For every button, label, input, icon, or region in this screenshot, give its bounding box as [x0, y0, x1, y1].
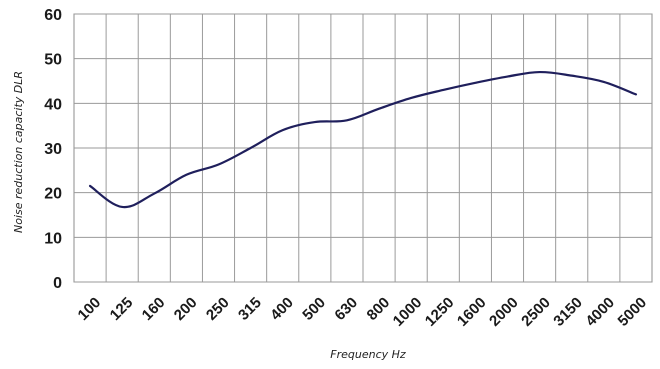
x-tick-label: 1000	[390, 294, 426, 330]
y-tick-label: 30	[44, 141, 62, 158]
y-tick-label: 0	[53, 275, 62, 292]
x-tick-label: 315	[235, 294, 265, 324]
grid	[73, 13, 653, 283]
y-tick-label: 10	[44, 230, 62, 247]
x-tick-label: 160	[139, 294, 169, 324]
x-tick-label: 250	[203, 294, 233, 324]
x-tick-label: 100	[75, 294, 105, 324]
x-tick-label: 200	[171, 294, 201, 324]
y-tick-label: 20	[44, 186, 62, 203]
x-tick-label: 5000	[615, 294, 651, 330]
x-tick-label: 3150	[550, 294, 586, 330]
y-tick-label: 60	[44, 7, 62, 24]
series-layer	[88, 70, 638, 209]
y-axis-title: Noise reduction capacity DLR	[12, 71, 25, 233]
y-tick-label: 40	[44, 96, 62, 113]
y-tick-label: 50	[44, 52, 62, 69]
x-tick-label: 630	[331, 294, 361, 324]
y-axis-ticks: 0 10 20 30 40 50 60	[44, 7, 62, 292]
x-tick-label: 400	[267, 294, 297, 324]
x-tick-label: 1250	[422, 294, 458, 330]
x-axis-title: Frequency Hz	[330, 348, 406, 361]
x-tick-label: 800	[364, 294, 394, 324]
x-tick-label: 4000	[582, 294, 618, 330]
x-tick-label: 2000	[486, 294, 522, 330]
x-tick-label: 2500	[518, 294, 554, 330]
x-tick-label: 125	[107, 294, 137, 324]
x-tick-label: 1600	[454, 294, 490, 330]
x-tick-label: 500	[299, 294, 329, 324]
x-axis-ticks: 100 125 160 200 250 315 400 500 630 8001000125016…	[75, 294, 651, 330]
series-line	[88, 70, 638, 209]
